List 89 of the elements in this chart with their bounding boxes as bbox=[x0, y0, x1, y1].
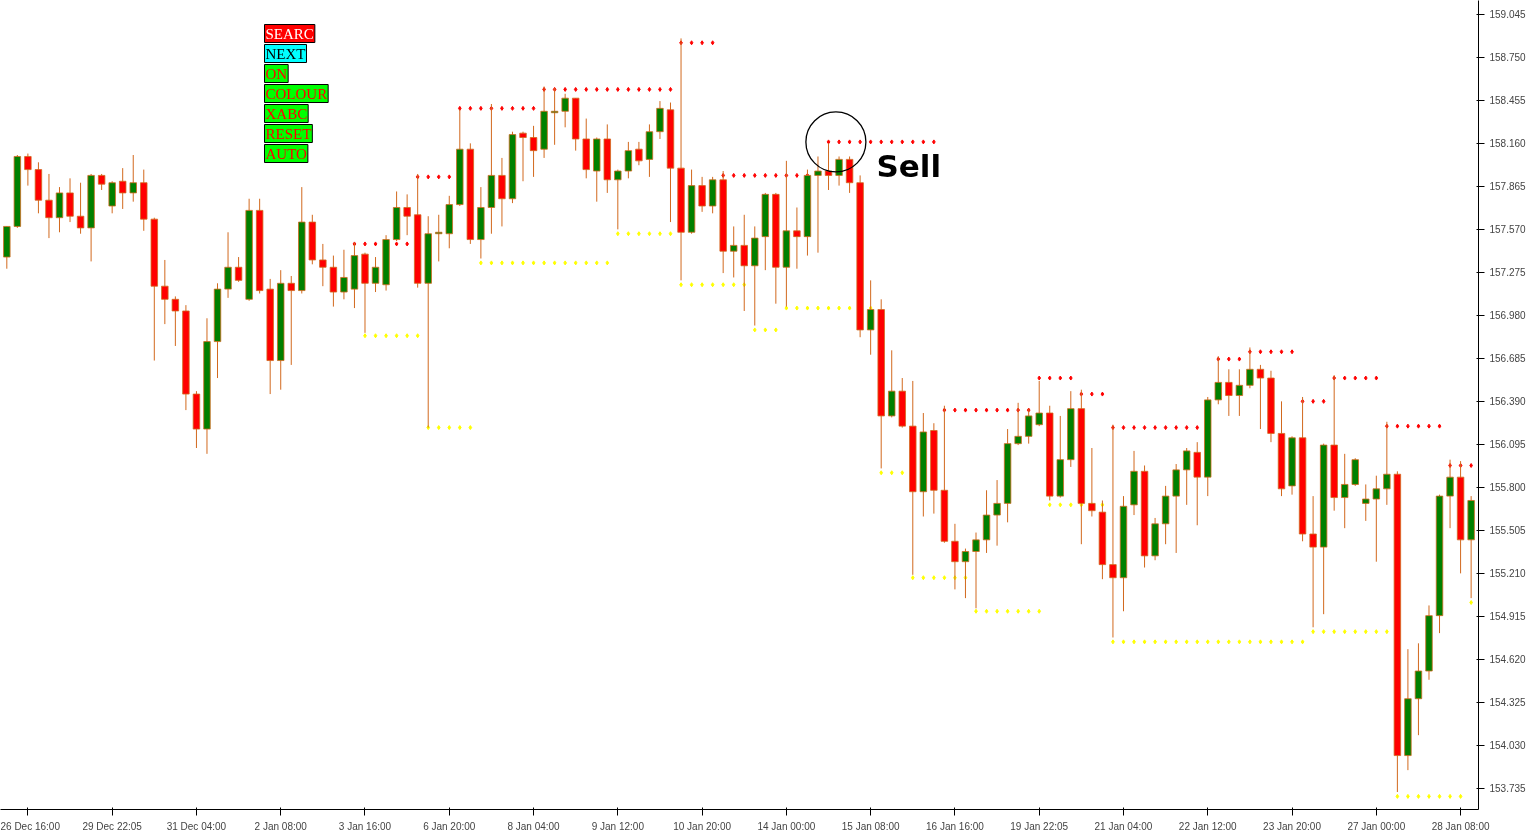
y-tick-label: 156.980 bbox=[1489, 310, 1527, 322]
candlestick bbox=[371, 256, 380, 293]
x-tick-label: 21 Jan 04:00 bbox=[1094, 820, 1153, 832]
candlestick bbox=[129, 154, 137, 203]
candlestick bbox=[561, 93, 569, 128]
candlestick bbox=[1341, 453, 1349, 529]
candlestick bbox=[403, 193, 411, 236]
candlestick bbox=[1235, 368, 1244, 417]
candlestick bbox=[845, 155, 854, 194]
candlestick bbox=[119, 167, 127, 210]
y-tick-label: 156.685 bbox=[1489, 353, 1527, 365]
candlestick bbox=[1035, 380, 1043, 427]
candlestick bbox=[287, 275, 295, 366]
x-tick-label: 28 Jan 08:00 bbox=[1431, 820, 1490, 832]
x-tick-label: 26 Dec 16:00 bbox=[0, 820, 61, 832]
y-tick-label: 159.045 bbox=[1489, 9, 1527, 21]
annotation: COLOUR bbox=[265, 85, 328, 102]
annotation: AUTO bbox=[265, 145, 308, 162]
y-tick-label: 156.095 bbox=[1489, 439, 1527, 451]
candlestick bbox=[498, 157, 506, 227]
x-tick-label: 27 Jan 00:00 bbox=[1347, 820, 1406, 832]
x-tick-label: 15 Jan 08:00 bbox=[841, 820, 901, 832]
y-tick-label: 156.390 bbox=[1489, 396, 1527, 408]
candlestick bbox=[624, 141, 633, 179]
x-tick-label: 23 Jan 20:00 bbox=[1263, 820, 1322, 832]
candlestick bbox=[319, 243, 327, 287]
candlestick bbox=[730, 225, 738, 278]
y-tick-label: 158.160 bbox=[1489, 138, 1527, 150]
annotation: NEXT bbox=[265, 45, 306, 62]
y-tick-label: 155.210 bbox=[1489, 568, 1527, 580]
candlestick bbox=[824, 142, 833, 191]
x-tick-label: 6 Jan 20:00 bbox=[423, 820, 476, 832]
y-tick-label: 154.325 bbox=[1489, 697, 1527, 709]
x-tick-label: 29 Dec 22:05 bbox=[82, 820, 143, 832]
candlestick bbox=[1372, 475, 1380, 563]
candlestick bbox=[435, 214, 443, 262]
candlestick bbox=[698, 176, 706, 213]
x-tick-label: 3 Jan 16:00 bbox=[338, 820, 392, 832]
candlestick bbox=[76, 182, 85, 235]
candlestick bbox=[340, 249, 348, 300]
y-tick-label: 155.800 bbox=[1489, 482, 1527, 494]
candlestick bbox=[224, 231, 232, 299]
annotation: ON bbox=[265, 65, 288, 82]
annotation: Sell bbox=[876, 147, 942, 184]
candlestick bbox=[529, 125, 538, 178]
x-tick-label: 31 Dec 04:00 bbox=[166, 820, 227, 832]
y-tick-label: 157.865 bbox=[1489, 181, 1527, 193]
y-tick-label: 154.620 bbox=[1489, 654, 1527, 666]
candlestick bbox=[161, 259, 169, 325]
candlestick bbox=[1225, 368, 1233, 417]
x-tick-label: 9 Jan 12:00 bbox=[591, 820, 645, 832]
candlestick bbox=[24, 153, 32, 187]
candlestick bbox=[108, 180, 116, 214]
x-tick-label: 22 Jan 12:00 bbox=[1178, 820, 1238, 832]
x-tick-label: 10 Jan 20:00 bbox=[673, 820, 732, 832]
y-tick-label: 154.030 bbox=[1489, 740, 1527, 752]
candlestick bbox=[1362, 483, 1370, 522]
x-tick-label: 16 Jan 16:00 bbox=[926, 820, 985, 832]
candlestick bbox=[1025, 408, 1033, 445]
x-tick-label: 8 Jan 04:00 bbox=[507, 820, 561, 832]
x-tick-label: 2 Jan 08:00 bbox=[254, 820, 308, 832]
annotation: SEARC bbox=[265, 25, 314, 42]
candlestick bbox=[519, 131, 527, 182]
y-tick-label: 157.275 bbox=[1489, 267, 1527, 279]
y-tick-label: 155.505 bbox=[1489, 525, 1527, 537]
candlestick bbox=[656, 100, 664, 140]
candlestick bbox=[635, 141, 643, 166]
candlestick bbox=[993, 479, 1001, 547]
candlestick bbox=[66, 177, 74, 223]
candlestick bbox=[1256, 364, 1265, 430]
x-tick-label: 19 Jan 22:05 bbox=[1010, 820, 1069, 832]
candlestick bbox=[835, 155, 843, 187]
candlestick bbox=[793, 206, 801, 270]
y-tick-label: 154.915 bbox=[1489, 611, 1527, 623]
annotation: XABC bbox=[265, 105, 308, 122]
candlestick bbox=[234, 256, 243, 283]
y-tick-label: 158.455 bbox=[1489, 95, 1527, 107]
candlestick bbox=[1309, 495, 1317, 628]
annotation: RESET bbox=[265, 125, 312, 142]
candlestick bbox=[614, 169, 622, 230]
candlestick bbox=[972, 532, 980, 609]
candlestick bbox=[1183, 447, 1191, 506]
y-tick-label: 153.735 bbox=[1489, 783, 1527, 795]
x-tick-label: 14 Jan 00:00 bbox=[757, 820, 816, 832]
y-tick-label: 158.750 bbox=[1489, 52, 1527, 64]
candlestick bbox=[171, 295, 180, 347]
y-tick-label: 157.570 bbox=[1489, 224, 1527, 236]
candlestick bbox=[814, 155, 822, 254]
candlestick bbox=[45, 173, 53, 239]
